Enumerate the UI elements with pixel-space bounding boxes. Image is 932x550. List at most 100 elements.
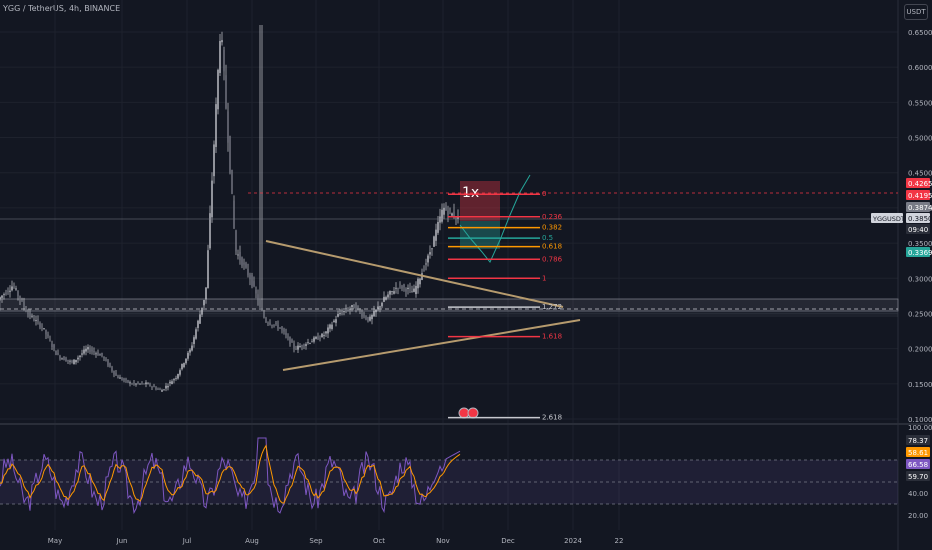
- rsi-label-bg: [906, 459, 930, 469]
- candle-body: [271, 324, 273, 326]
- candle-body: [337, 314, 339, 317]
- rsi-label: 66.58: [908, 461, 928, 469]
- candle-body: [357, 305, 359, 309]
- candle-body: [219, 41, 221, 73]
- candle-body: [35, 320, 37, 321]
- x-axis: May Jun Jul Aug Sep Oct Nov Dec 2024 22: [48, 537, 624, 545]
- candle-body: [287, 336, 289, 338]
- candle-body: [117, 376, 119, 379]
- candle-body: [373, 310, 375, 317]
- candle-body: [349, 308, 351, 310]
- candle-body: [433, 236, 435, 247]
- candle-body: [397, 288, 399, 290]
- candle-body: [395, 287, 397, 289]
- candle-body: [355, 304, 357, 311]
- y-tick-label: 0.1000: [908, 416, 932, 424]
- candle-body: [133, 382, 135, 384]
- candle-body: [323, 335, 325, 336]
- candle-body: [129, 382, 131, 384]
- candle-body: [115, 373, 117, 376]
- candle-body: [147, 383, 149, 385]
- candle-body: [111, 367, 113, 371]
- candle-body: [353, 304, 355, 309]
- rsi-band: [0, 460, 898, 504]
- candle-body: [321, 333, 323, 337]
- candle-body: [67, 359, 69, 362]
- candle-body: [167, 385, 169, 388]
- candle-body: [107, 360, 109, 366]
- candle-body: [217, 69, 219, 110]
- y-tick-label: 0.4500: [908, 170, 932, 178]
- price-label: 0.3874: [908, 204, 932, 212]
- currency-button[interactable]: USDT: [904, 4, 928, 20]
- price-labels: 0.4265 0.4195 0.3874 0.3850 09:40 0.3369 YGGUS…: [871, 178, 932, 481]
- candle-body: [209, 213, 211, 249]
- rsi-label: 59.70: [908, 473, 928, 481]
- candle-body: [369, 316, 371, 321]
- price-label-bg: [906, 224, 930, 234]
- candle-body: [227, 111, 229, 143]
- candle-body: [223, 49, 225, 72]
- candle-body: [131, 383, 133, 385]
- y-tick-label: 0.3000: [908, 275, 932, 283]
- candle-body: [213, 144, 215, 177]
- x-tick-label: Jun: [116, 537, 128, 545]
- candle-body: [21, 300, 23, 302]
- y-tick-label: 0.2500: [908, 310, 932, 318]
- triangle-upper-line: [265, 240, 564, 308]
- candle-body: [423, 269, 425, 271]
- candle-body: [139, 383, 141, 385]
- candle-body: [359, 311, 361, 313]
- candle-body: [317, 336, 319, 340]
- candle-body: [383, 296, 385, 302]
- candle-body: [331, 324, 333, 329]
- y-axis: 0.65000.60000.55000.50000.45000.40000.35…: [908, 29, 932, 520]
- candle-body: [225, 75, 227, 109]
- candle-body: [19, 295, 21, 300]
- candle-body: [417, 278, 419, 289]
- candle-body: [49, 339, 51, 341]
- candle-body: [453, 211, 455, 218]
- support-zone: [0, 311, 898, 317]
- candle-body: [191, 345, 193, 351]
- support-zones: [0, 298, 899, 317]
- candle-body: [405, 288, 407, 292]
- candle-body: [123, 378, 125, 381]
- candle-body: [3, 294, 5, 296]
- candle-body: [447, 210, 449, 216]
- candle-body: [83, 349, 85, 354]
- candle-body: [215, 104, 217, 147]
- candle-body: [33, 318, 35, 321]
- candle-body: [235, 230, 237, 252]
- candle-body: [99, 354, 101, 356]
- price-label-bg: [906, 247, 930, 257]
- candle-body: [125, 378, 127, 380]
- candle-body: [93, 350, 95, 353]
- candle-body: [161, 390, 163, 392]
- candle-body: [347, 309, 349, 311]
- candle-body: [201, 307, 203, 315]
- candle-body: [289, 336, 291, 345]
- candle-body: [7, 290, 9, 292]
- candle-body: [17, 291, 19, 297]
- candle-body: [409, 287, 411, 289]
- candle-body: [275, 323, 277, 324]
- candle-body: [113, 370, 115, 375]
- y-tick-label: 0.6000: [908, 64, 932, 72]
- candle-body: [329, 324, 331, 329]
- fib-retracement: 0 0.236 0.382 0.50.618 0.786 1 1.272 1.618 2.618: [448, 190, 563, 422]
- candle-body: [85, 348, 87, 352]
- x-tick-label: 22: [615, 537, 624, 545]
- candle-body: [221, 40, 223, 43]
- fib-level-label: 0.618: [542, 243, 562, 251]
- candle-body: [385, 297, 387, 300]
- rsi-ma-line: [0, 444, 461, 504]
- x-tick-label: May: [48, 537, 62, 545]
- price-label: 0.3850: [908, 215, 932, 223]
- candle-body: [23, 302, 25, 308]
- candle-body: [445, 205, 447, 211]
- candle-body: [77, 357, 79, 360]
- candle-body: [401, 286, 403, 289]
- candle-body: [361, 313, 363, 317]
